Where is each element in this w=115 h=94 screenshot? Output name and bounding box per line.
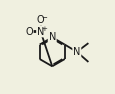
Text: −: − [41, 15, 46, 21]
Text: O: O [36, 15, 44, 25]
Text: N: N [37, 27, 44, 37]
Text: N: N [72, 47, 80, 57]
Text: N: N [48, 32, 55, 42]
Text: +: + [41, 26, 46, 32]
Text: O: O [25, 27, 33, 37]
